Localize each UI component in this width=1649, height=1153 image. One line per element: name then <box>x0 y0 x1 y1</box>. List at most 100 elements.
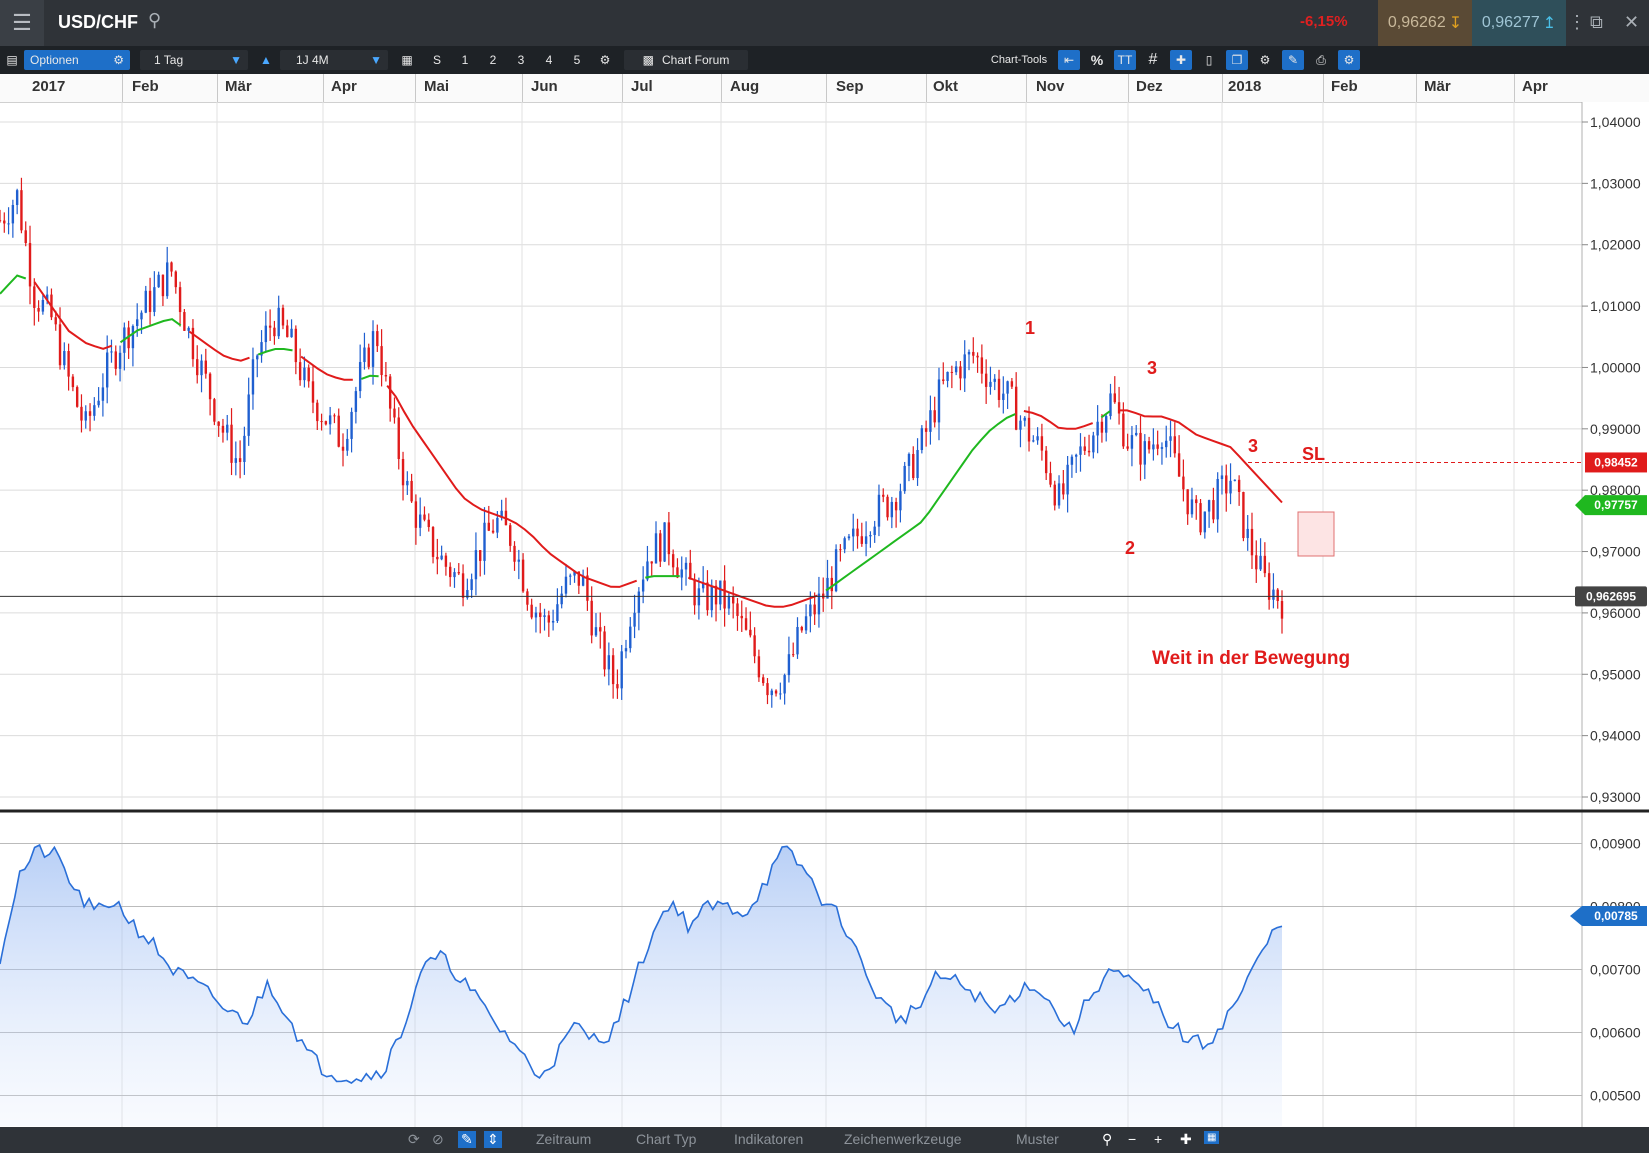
quick-period-4[interactable]: 4 <box>545 53 553 67</box>
text-tool[interactable]: TT <box>1114 50 1136 70</box>
settings-icon[interactable]: ⚙ <box>1338 50 1360 70</box>
candle-body <box>268 325 272 328</box>
grid-icon[interactable]: # <box>1148 51 1158 68</box>
candle-body <box>856 528 859 537</box>
menu-icon[interactable]: ☰ <box>0 0 44 46</box>
bottom-item-chart-typ[interactable]: Chart Typ <box>636 1131 697 1147</box>
candle-body <box>1280 601 1284 619</box>
candle-body <box>1272 589 1275 600</box>
price-tick-label: 1,04000 <box>1590 114 1641 130</box>
candle-body <box>298 362 302 381</box>
candle-body <box>256 355 259 360</box>
candle-body <box>11 204 15 224</box>
candle-body <box>174 271 177 288</box>
range-select[interactable]: 1J 4M ▼ <box>280 50 388 70</box>
refresh-icon[interactable]: ⟳ <box>408 1131 420 1147</box>
candle-body <box>221 425 225 433</box>
quick-period-2[interactable]: 2 <box>489 53 497 67</box>
restore-icon[interactable]: ⧉ <box>1590 12 1603 32</box>
candle-body <box>1156 444 1159 449</box>
title-bar: ☰ USD/CHF ⚲ -6,15% 0,96262 ↧ 0,96277 ↥ ⋮… <box>0 0 1649 46</box>
calendar-icon[interactable]: ▦ <box>401 53 413 67</box>
candle-body <box>1195 499 1198 504</box>
candle-icon[interactable]: ▯ <box>1205 53 1213 67</box>
zoom-icon[interactable]: ⚲ <box>1102 1131 1113 1147</box>
candle-body <box>1267 573 1271 600</box>
quick-period-5[interactable]: 5 <box>573 53 581 67</box>
candle-body <box>894 501 898 511</box>
candle-body <box>603 631 606 670</box>
candle-body <box>800 626 803 631</box>
chart-area[interactable]: 1,04000 1,03000 1,02000 1,01000 1,00000 0,990… <box>0 102 1649 1127</box>
search-icon[interactable]: ⚲ <box>148 10 162 30</box>
candle-body <box>1246 528 1249 539</box>
candle-body <box>714 585 718 605</box>
crosshair-icon[interactable]: ✚ <box>1180 1131 1192 1147</box>
candle-body <box>1044 450 1048 474</box>
no-icon[interactable]: ⊘ <box>432 1131 444 1147</box>
quick-period-s[interactable]: S <box>432 53 441 67</box>
collapse-arrow-icon[interactable]: ⇤ <box>1058 50 1080 70</box>
candlesticks <box>0 177 1284 708</box>
data-table-icon[interactable]: ▦ <box>1204 1131 1220 1144</box>
draw-icon[interactable]: ✎ <box>1282 50 1304 70</box>
bottom-item-muster[interactable]: Muster <box>1016 1131 1059 1147</box>
candle-body <box>487 522 490 531</box>
pencil-icon[interactable]: ✎ <box>458 1131 476 1148</box>
price-tick-label: 0,93000 <box>1590 789 1641 805</box>
candle-body <box>993 378 996 382</box>
bottom-item-indikatoren[interactable]: Indikatoren <box>734 1131 804 1147</box>
month-label: Mär <box>225 78 252 95</box>
percent-toggle[interactable]: % <box>1090 52 1104 68</box>
updown-icon[interactable]: ⇕ <box>484 1131 502 1148</box>
quick-period-1[interactable]: 1 <box>461 53 469 67</box>
candle-body <box>457 572 460 574</box>
zoom-out-icon[interactable]: − <box>1128 1131 1137 1147</box>
candle-body <box>500 510 503 518</box>
candle-body <box>414 501 418 528</box>
settings-gear-icon[interactable]: ⚙ <box>599 53 611 67</box>
print-icon[interactable]: ⎙ <box>1316 52 1326 67</box>
candle-body <box>1182 476 1185 490</box>
period-select[interactable]: 1 Tag ▼ <box>140 50 248 70</box>
candle-body <box>1165 440 1168 448</box>
indicator-icon[interactable]: ⚙ <box>1259 53 1271 67</box>
candle-body <box>680 569 683 578</box>
candle-body <box>1023 417 1026 421</box>
bid-price-button[interactable]: 0,96262 ↧ <box>1378 0 1472 46</box>
crosshair-icon[interactable]: ✚ <box>1170 50 1192 70</box>
ask-price-button[interactable]: 0,96277 ↥ <box>1472 0 1566 46</box>
month-label: Mär <box>1424 78 1451 95</box>
lock-icon[interactable]: ▲ <box>260 53 272 67</box>
candle-body <box>624 648 628 652</box>
candle-body <box>328 415 332 425</box>
candle-body <box>843 538 846 550</box>
chart-forum-button[interactable]: ▩ Chart Forum <box>624 50 748 70</box>
target-box[interactable] <box>1297 511 1335 557</box>
candle-body <box>586 575 589 601</box>
candle-body <box>710 585 713 611</box>
candle-body <box>1255 555 1258 570</box>
candle-body <box>779 693 782 695</box>
sidebar-toggle-icon[interactable]: ▤ <box>6 53 18 67</box>
symbol-title[interactable]: USD/CHF <box>58 12 138 32</box>
bottom-item-zeichenwerkzeuge[interactable]: Zeichenwerkzeuge <box>844 1131 962 1147</box>
zoom-in-icon[interactable]: + <box>1154 1131 1163 1147</box>
bottom-item-zeitraum[interactable]: Zeitraum <box>536 1131 592 1147</box>
candle-body <box>200 360 203 376</box>
candle-body <box>341 446 345 451</box>
stop-loss-label: SL <box>1302 444 1325 464</box>
candle-body <box>354 391 358 412</box>
close-icon[interactable]: ✕ <box>1624 12 1640 32</box>
candle-body <box>84 411 87 421</box>
candle-body <box>620 651 623 689</box>
minimize-icon[interactable]: ⋮ <box>1568 12 1586 32</box>
options-button[interactable]: Optionen ⚙ <box>24 50 130 70</box>
quick-period-3[interactable]: 3 <box>517 53 525 67</box>
candle-body <box>564 576 568 594</box>
compare-icon[interactable]: ❐ <box>1226 50 1248 70</box>
candle-body <box>1040 436 1044 451</box>
price-tick-label: 0,98000 <box>1590 482 1641 498</box>
candle-body <box>496 517 499 533</box>
candle-body <box>54 317 57 325</box>
